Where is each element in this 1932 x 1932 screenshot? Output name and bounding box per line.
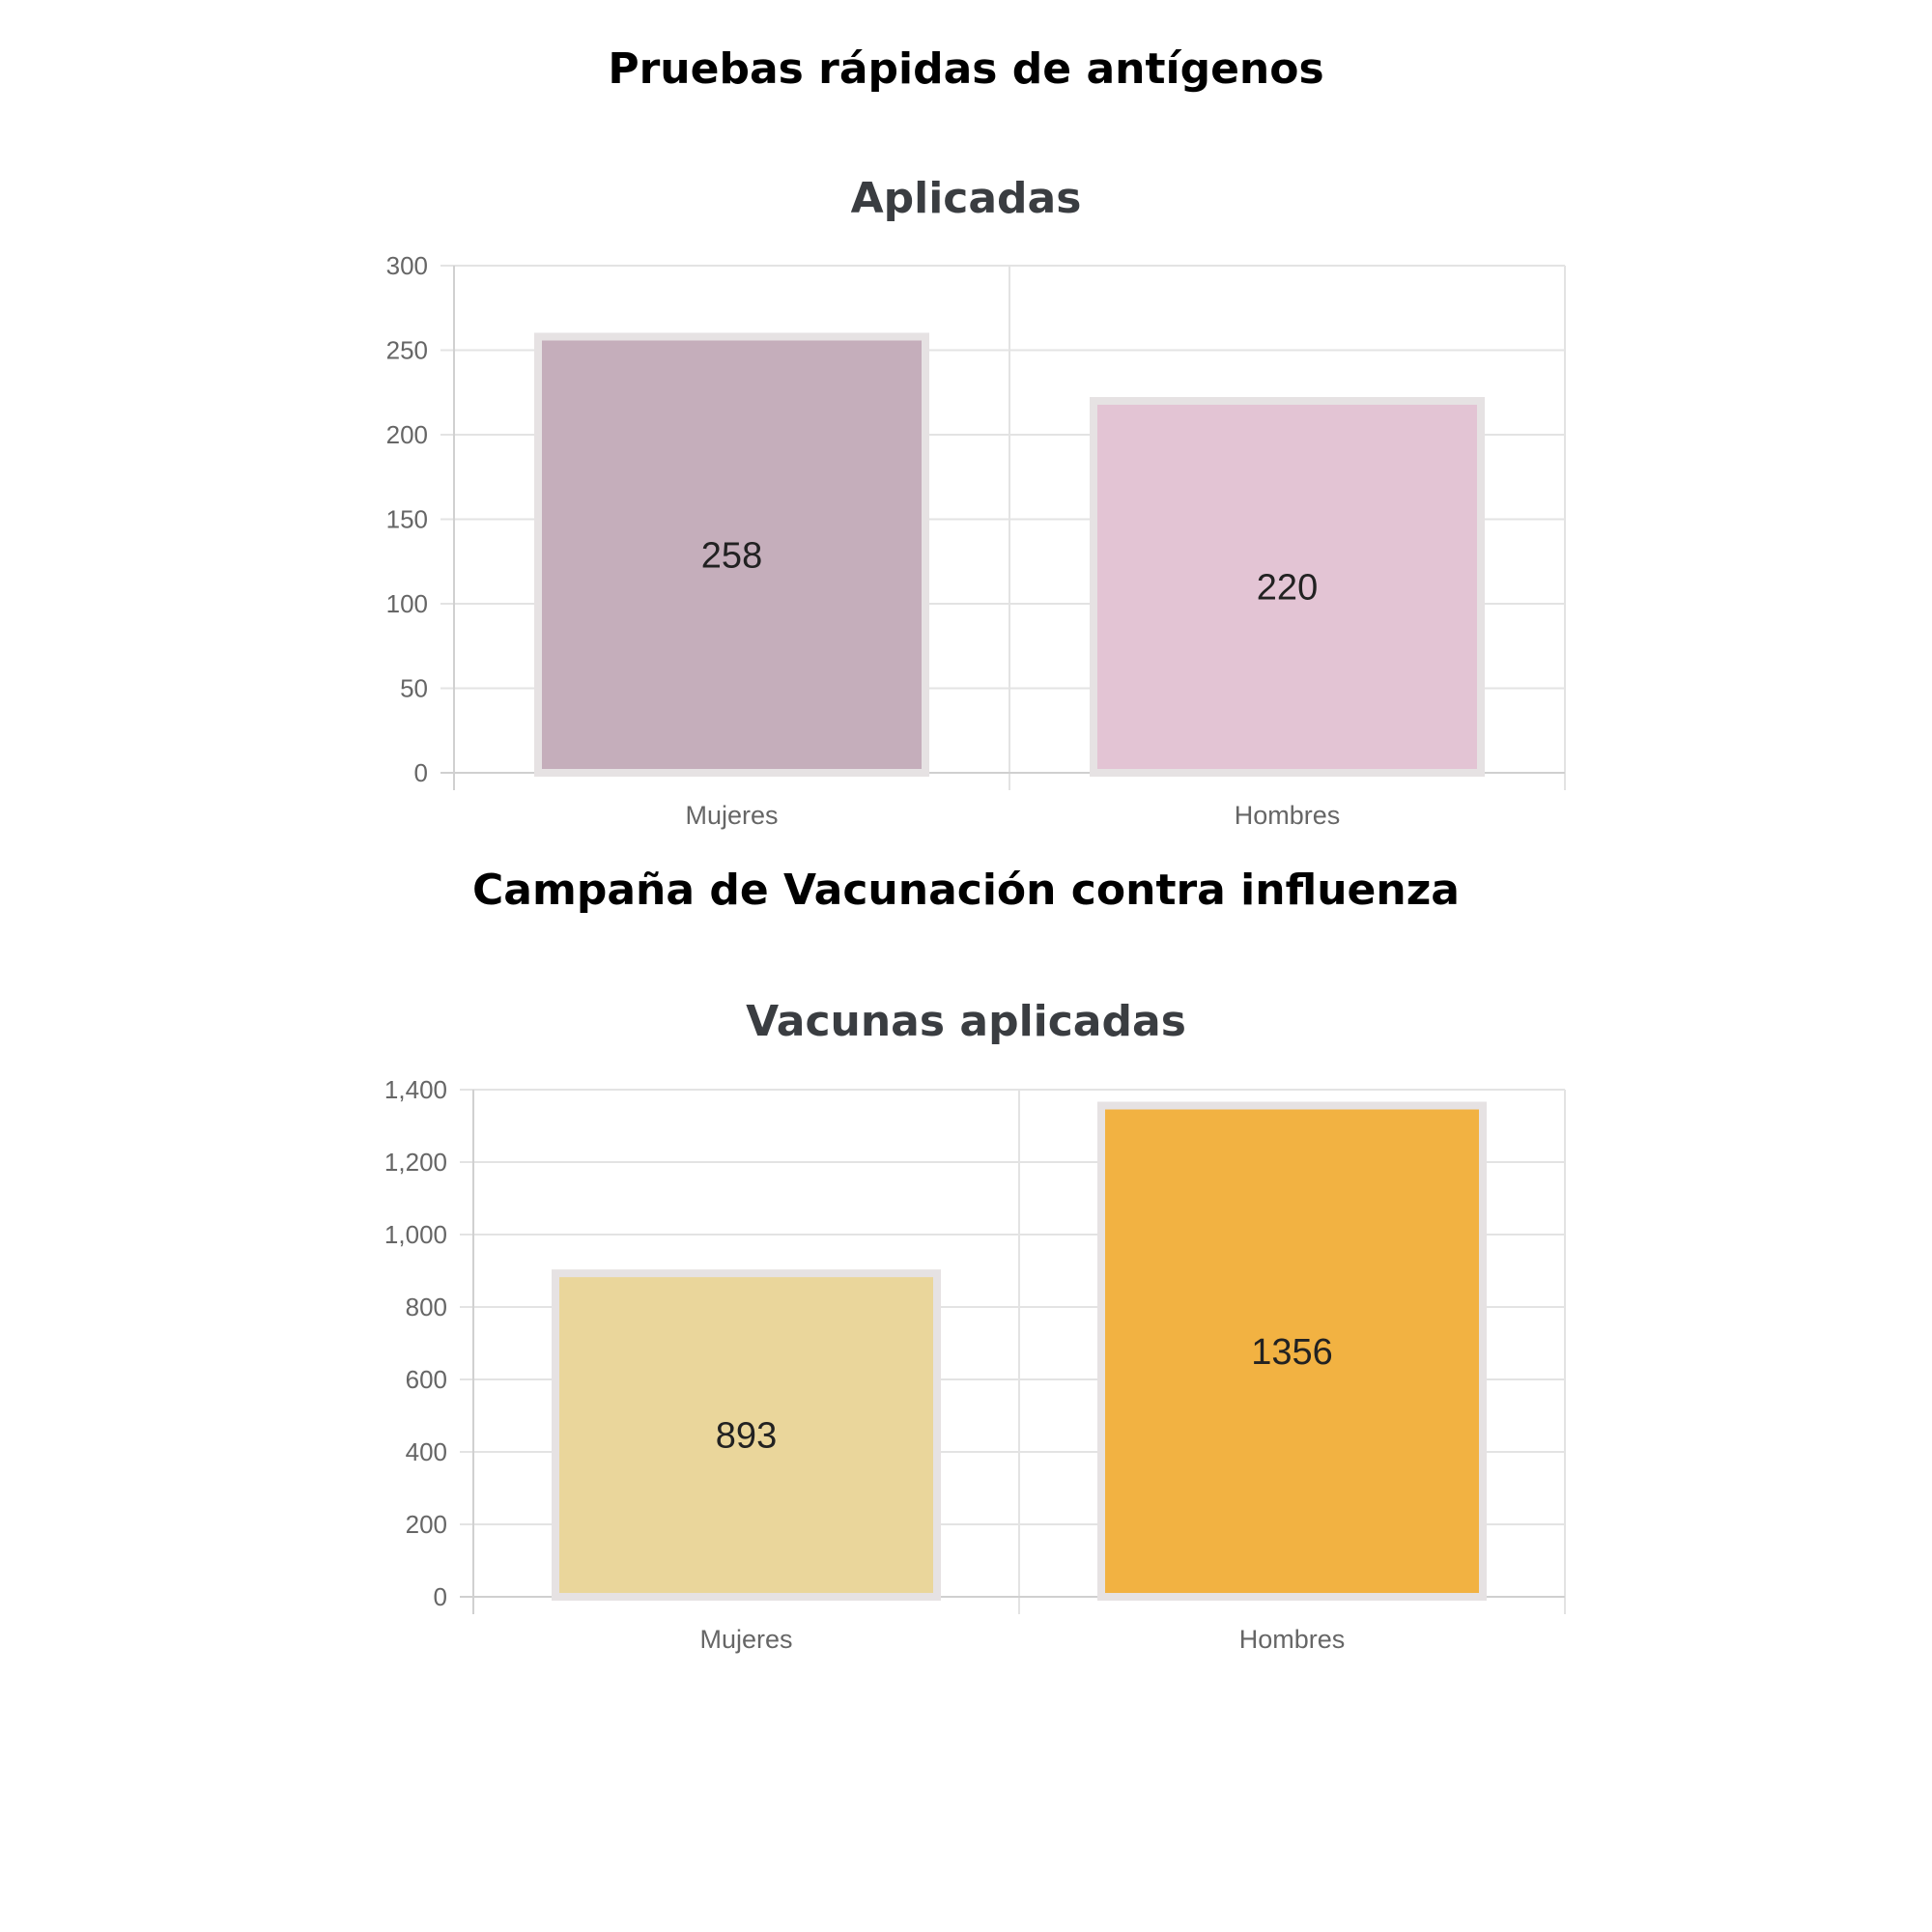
- y-tick-label: 300: [386, 251, 428, 280]
- x-category-label: Mujeres: [699, 1625, 792, 1654]
- x-category-label: Mujeres: [685, 801, 778, 830]
- bar-mujeres: [552, 1269, 941, 1601]
- chart-title-vaccines-applied: Vacunas aplicadas: [746, 997, 1186, 1046]
- bar-hombres: [1090, 397, 1485, 777]
- y-tick-label: 400: [406, 1437, 447, 1466]
- bar-hombres: [1097, 1101, 1487, 1601]
- y-tick-label: 150: [386, 505, 428, 534]
- y-tick-label: 1,400: [384, 1075, 447, 1104]
- section-heading-antigen-tests: Pruebas rápidas de antígenos: [608, 44, 1324, 94]
- data-label: 220: [1257, 568, 1318, 609]
- data-label: 893: [716, 1416, 777, 1457]
- x-category-label: Hombres: [1239, 1625, 1346, 1654]
- bar-mujeres: [534, 332, 929, 777]
- x-category-label: Hombres: [1235, 801, 1341, 830]
- y-tick-label: 50: [400, 674, 428, 703]
- y-tick-label: 0: [434, 1582, 447, 1611]
- y-tick-label: 1,000: [384, 1220, 447, 1249]
- bar-chart-antigen-tests: 0 50 100 150 200 250 300 258 Mujeres 220 Hombres: [386, 251, 1566, 830]
- y-tick-label: 0: [414, 758, 428, 787]
- section-heading-influenza-campaign: Campaña de Vacunación contra influenza: [472, 866, 1460, 915]
- y-tick-label: 600: [406, 1365, 447, 1394]
- data-label: 258: [701, 535, 762, 576]
- data-label: 1356: [1251, 1332, 1333, 1373]
- y-tick-label: 800: [406, 1293, 447, 1321]
- chart-title-applied: Aplicadas: [850, 174, 1082, 223]
- bar-chart-influenza-vaccines: 0 200 400 600 800 1,000 1,200 1,400 893 Mujeres 13…: [384, 1075, 1566, 1654]
- y-tick-label: 250: [386, 336, 428, 365]
- y-tick-label: 200: [386, 420, 428, 449]
- y-tick-label: 1,200: [384, 1148, 447, 1177]
- y-tick-label: 100: [386, 589, 428, 618]
- y-tick-label: 200: [406, 1510, 447, 1539]
